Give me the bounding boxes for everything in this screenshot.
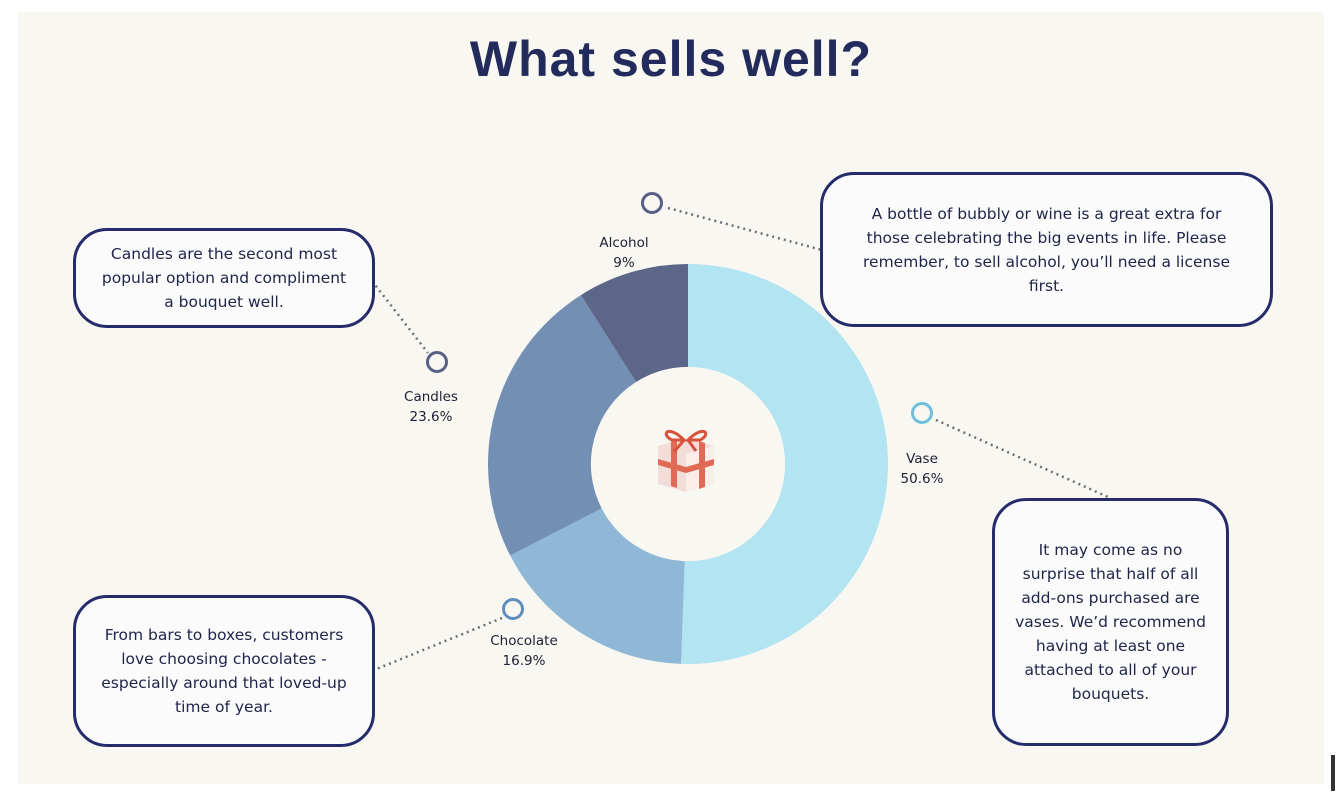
marker-vase [911, 402, 933, 424]
window-edge-marker [1331, 755, 1335, 791]
marker-candles [426, 351, 448, 373]
slice-value: 23.6% [409, 409, 453, 425]
slice-name: Alcohol [599, 235, 649, 251]
page-title: What sells well? [469, 31, 873, 87]
slice-value: 50.6% [900, 471, 944, 487]
callout-text: From bars to boxes, customers love choos… [101, 626, 347, 716]
slice-label-candles: Candles 23.6% [371, 387, 491, 427]
slice-label-chocolate: Chocolate 16.9% [464, 631, 584, 671]
connector-candles [371, 280, 429, 354]
gift-icon [658, 429, 714, 492]
callout-text: Candles are the second most popular opti… [101, 245, 347, 311]
slice-candles [488, 295, 637, 556]
slice-name: Candles [404, 389, 458, 405]
slice-vase [681, 264, 889, 664]
slice-value: 16.9% [502, 653, 546, 669]
slice-name: Vase [906, 451, 938, 467]
slice-label-alcohol: Alcohol 9% [564, 233, 684, 273]
callout-text: It may come as no surprise that half of … [1015, 541, 1206, 703]
connector-vase [935, 418, 1109, 499]
slice-name: Chocolate [490, 633, 558, 649]
marker-chocolate [502, 598, 524, 620]
marker-alcohol [641, 192, 663, 214]
slice-chocolate [510, 508, 685, 664]
callout-vase: It may come as no surprise that half of … [992, 498, 1229, 746]
slice-value: 9% [613, 255, 635, 271]
callout-text: A bottle of bubbly or wine is a great ex… [863, 204, 1230, 295]
connector-chocolate [373, 616, 503, 672]
callout-alcohol: A bottle of bubbly or wine is a great ex… [820, 172, 1273, 327]
connector-alcohol [667, 206, 823, 252]
slice-label-vase: Vase 50.6% [862, 449, 982, 489]
connector-lines [371, 206, 1109, 672]
slice-alcohol [580, 264, 688, 383]
callout-candles: Candles are the second most popular opti… [73, 228, 375, 328]
callout-chocolate: From bars to boxes, customers love choos… [73, 595, 375, 747]
